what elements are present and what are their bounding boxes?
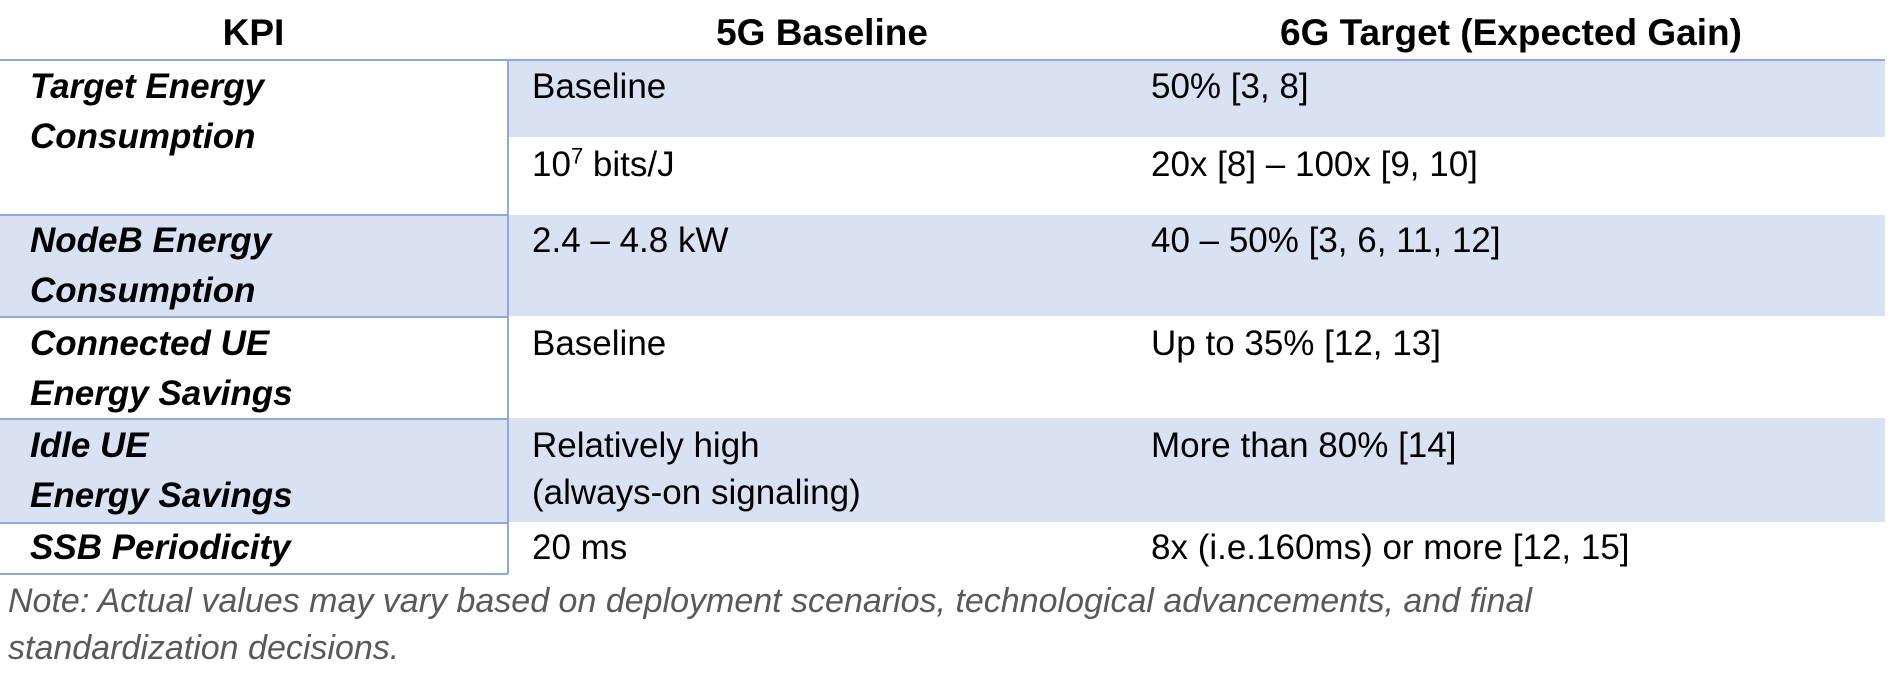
kpi-label: Target Energy [30,67,265,106]
cell: Baseline [532,324,667,363]
superscript: 7 [570,143,584,169]
row-rule [0,214,508,216]
header-cell: KPI [222,12,285,53]
cell-text: bits/J [583,145,675,184]
cell: 50% [3, 8] [1151,67,1309,106]
cell: 20x [8] – 100x [9, 10] [1151,145,1478,184]
cell: 107 bits/J [532,140,675,190]
kpi-label: Consumption [30,117,256,156]
cell: Baseline [532,67,667,106]
kpi-label: NodeB Energy [30,221,272,260]
cell: Up to 35% [12, 13] [1151,324,1441,363]
row-rule [0,418,508,420]
header-cell: 5G Baseline [716,12,928,53]
cell-text: 10 [532,145,571,184]
kpi-label: Energy Savings [30,374,293,413]
note: standardization decisions. [8,629,400,667]
row-shade [507,61,1885,137]
cell: 40 – 50% [3, 6, 11, 12] [1151,221,1501,260]
row-rule [0,522,508,524]
cell: (always-on signaling) [532,473,861,512]
header-rule [0,59,1885,61]
row-shade [0,215,1885,316]
kpi-label: Connected UE [30,324,270,363]
row-shade [0,418,1885,522]
row-rule [0,573,508,575]
kpi-label: SSB Periodicity [30,528,291,567]
note: Note: Actual values may vary based on de… [8,582,1532,620]
column-rule [507,59,509,574]
row-rule [0,316,508,318]
kpi-label: Energy Savings [30,476,293,515]
cell: Relatively high [532,426,760,465]
cell: 8x (i.e.160ms) or more [12, 15] [1151,528,1630,567]
header-cell: 6G Target (Expected Gain) [1280,12,1742,53]
kpi-label: Idle UE [30,426,149,465]
cell: 2.4 – 4.8 kW [532,221,729,260]
kpi-label: Consumption [30,271,256,310]
cell: 20 ms [532,528,628,567]
cell: More than 80% [14] [1151,426,1457,465]
